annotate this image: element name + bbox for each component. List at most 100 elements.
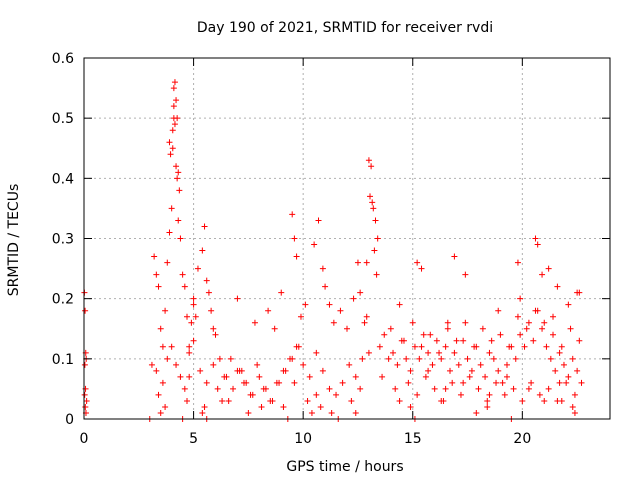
data-point	[153, 367, 160, 374]
data-point	[251, 319, 258, 326]
data-point	[186, 343, 193, 350]
data-point	[578, 379, 585, 386]
data-point	[245, 409, 252, 416]
y-tick-label: 0.3	[52, 232, 74, 248]
data-point	[83, 397, 90, 404]
data-point	[523, 325, 530, 332]
data-point	[552, 367, 559, 374]
data-point	[486, 349, 493, 356]
data-point	[532, 307, 539, 314]
data-point	[170, 85, 177, 92]
data-point	[361, 319, 368, 326]
data-point	[558, 397, 565, 404]
data-point	[214, 385, 221, 392]
data-point	[197, 367, 204, 374]
data-point	[155, 391, 162, 398]
data-point	[468, 367, 475, 374]
data-point	[317, 403, 324, 410]
data-point	[363, 313, 370, 320]
y-tick-label: 0.4	[52, 171, 74, 187]
data-point	[322, 283, 329, 290]
data-point	[486, 391, 493, 398]
data-point	[444, 325, 451, 332]
data-point	[499, 379, 506, 386]
data-point	[190, 295, 197, 302]
data-point	[484, 403, 491, 410]
data-point	[186, 373, 193, 380]
data-point	[403, 355, 410, 362]
data-point	[313, 391, 320, 398]
data-point	[429, 361, 436, 368]
data-point	[371, 247, 378, 254]
data-point	[567, 325, 574, 332]
data-point	[302, 301, 309, 308]
data-point	[471, 343, 478, 350]
data-point	[346, 361, 353, 368]
data-point	[519, 397, 526, 404]
data-point	[256, 373, 263, 380]
data-point	[203, 277, 210, 284]
data-point	[175, 169, 182, 176]
data-point	[162, 307, 169, 314]
data-point	[157, 409, 164, 416]
data-point	[352, 409, 359, 416]
y-tick-label: 0.6	[52, 51, 74, 67]
data-point	[536, 391, 543, 398]
data-point	[208, 307, 215, 314]
data-point	[576, 337, 583, 344]
data-point	[359, 355, 366, 362]
data-point	[260, 385, 267, 392]
data-point	[192, 313, 199, 320]
data-point	[517, 331, 524, 338]
data-point	[550, 331, 557, 338]
data-point	[188, 319, 195, 326]
data-point	[287, 355, 294, 362]
x-tick-label: 15	[404, 431, 422, 447]
data-point	[539, 325, 546, 332]
data-point	[396, 301, 403, 308]
data-point	[308, 409, 315, 416]
data-point	[354, 259, 361, 266]
data-point	[306, 373, 313, 380]
x-axis-title: GPS time / hours	[286, 459, 403, 475]
data-point	[449, 379, 456, 386]
data-point	[525, 385, 532, 392]
data-point	[219, 397, 226, 404]
data-point	[199, 409, 206, 416]
x-tick-label: 5	[189, 431, 198, 447]
data-point	[205, 289, 212, 296]
data-point	[173, 361, 180, 368]
data-point	[462, 319, 469, 326]
data-point	[265, 307, 272, 314]
data-point	[370, 205, 377, 212]
data-point	[339, 379, 346, 386]
grid-lines	[84, 58, 610, 419]
data-point	[369, 199, 376, 206]
y-axis-title: SRMTID / TECUs	[6, 184, 22, 297]
data-point	[376, 343, 383, 350]
data-point	[151, 253, 158, 260]
data-point	[212, 331, 219, 338]
data-point	[560, 361, 567, 368]
data-point	[482, 373, 489, 380]
data-point	[563, 379, 570, 386]
x-tick-label: 0	[80, 431, 89, 447]
data-point	[379, 373, 386, 380]
data-point	[81, 391, 88, 398]
data-point	[157, 325, 164, 332]
data-point	[444, 319, 451, 326]
y-tick-label: 0.2	[52, 292, 74, 308]
data-point	[539, 271, 546, 278]
data-point	[267, 397, 274, 404]
data-point	[394, 361, 401, 368]
data-point	[381, 331, 388, 338]
data-point	[319, 265, 326, 272]
data-point	[464, 355, 471, 362]
data-point	[495, 367, 502, 374]
data-point	[418, 265, 425, 272]
data-point	[319, 367, 326, 374]
data-point	[534, 241, 541, 248]
data-point	[574, 367, 581, 374]
data-point	[258, 403, 265, 410]
data-point	[460, 337, 467, 344]
